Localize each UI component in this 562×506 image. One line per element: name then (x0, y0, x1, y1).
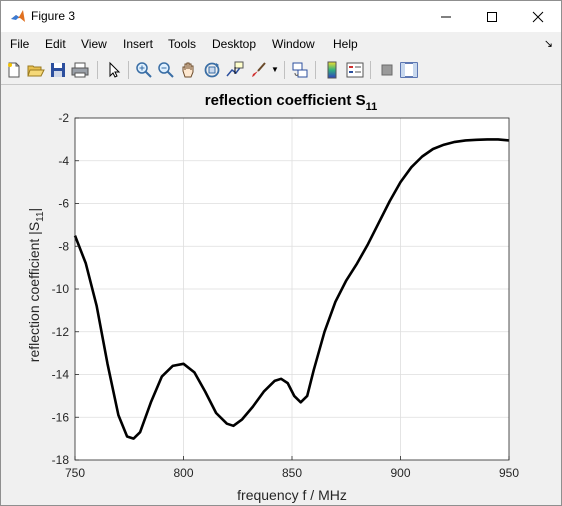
menu-tools[interactable]: Tools (168, 37, 197, 51)
menu-view[interactable]: View (81, 37, 107, 51)
y-tick-label: -10 (52, 282, 70, 296)
toolbar-separator (128, 61, 129, 79)
x-tick-label: 950 (499, 466, 519, 480)
x-tick-label: 800 (173, 466, 193, 480)
toolbar-separator (284, 61, 285, 79)
menu-help[interactable]: Help (333, 37, 358, 51)
s11-curve[interactable] (73, 138, 510, 440)
x-axis-ticks: 750 800 850 900 950 (65, 456, 519, 480)
y-tick-label: -8 (58, 239, 69, 253)
figure-toolbar: ▼ (1, 56, 561, 85)
menu-edit[interactable]: Edit (45, 37, 66, 51)
y-tick-label: -4 (58, 154, 69, 168)
y-tick-label: -12 (52, 325, 70, 339)
x-tick-label: 750 (65, 466, 85, 480)
print-icon[interactable] (71, 61, 89, 79)
toolbar-separator (315, 61, 316, 79)
save-icon[interactable] (49, 61, 67, 79)
link-plot-icon[interactable] (291, 61, 309, 79)
rotate-3d-icon[interactable] (203, 61, 221, 79)
colorbar-icon[interactable] (323, 61, 341, 79)
grid-lines (75, 118, 509, 460)
legend-icon[interactable] (346, 61, 364, 79)
show-plot-tools-icon[interactable] (400, 61, 418, 79)
hide-plot-tools-icon[interactable] (378, 61, 396, 79)
menu-insert[interactable]: Insert (123, 37, 154, 51)
window-title: Figure 3 (31, 9, 76, 23)
minimize-icon (441, 16, 451, 18)
menu-file[interactable]: File (10, 37, 30, 51)
menu-window[interactable]: Window (272, 37, 315, 51)
maximize-button[interactable] (469, 1, 515, 32)
x-axis-label: frequency f / MHz (237, 487, 347, 503)
dock-arrow-icon[interactable]: ↘ (543, 38, 553, 50)
close-button[interactable] (515, 1, 561, 32)
chart-title: reflection coefficient S11 (205, 92, 378, 113)
new-figure-icon[interactable] (5, 61, 23, 79)
toolbar-separator (370, 61, 371, 79)
x-tick-label: 850 (282, 466, 302, 480)
toolbar-separator (97, 61, 98, 79)
y-tick-label: -2 (58, 111, 69, 125)
x-tick-label: 900 (390, 466, 410, 480)
matlab-icon (11, 10, 25, 22)
maximize-icon (487, 12, 497, 22)
open-file-icon[interactable] (27, 61, 45, 79)
zoom-in-icon[interactable] (135, 61, 153, 79)
y-axis-label: reflection coefficient |S11| (26, 208, 46, 362)
y-tick-label: -14 (52, 368, 70, 382)
y-tick-label: -18 (52, 453, 70, 467)
select-arrow-icon[interactable] (105, 61, 123, 79)
y-tick-label: -16 (52, 410, 70, 424)
zoom-out-icon[interactable] (157, 61, 175, 79)
close-icon (532, 11, 544, 23)
y-axis-ticks: -18 -16 -14 -12 -10 -8 -6 -4 -2 (52, 111, 79, 467)
data-cursor-icon[interactable] (226, 61, 244, 79)
menu-bar: File Edit View Insert Tools Desktop Wind… (1, 32, 561, 56)
figure-canvas: 750 800 850 900 950 -18-16-14-12-10-8-6-4-2 … (1, 85, 561, 505)
pan-icon[interactable] (180, 61, 198, 79)
y-tick-label: -6 (58, 197, 69, 211)
title-bar[interactable]: Figure 3 (1, 1, 561, 32)
brush-dropdown-icon[interactable]: ▼ (271, 65, 279, 74)
menu-desktop[interactable]: Desktop (212, 37, 257, 51)
brush-icon[interactable] (250, 61, 268, 79)
minimize-button[interactable] (423, 1, 469, 32)
